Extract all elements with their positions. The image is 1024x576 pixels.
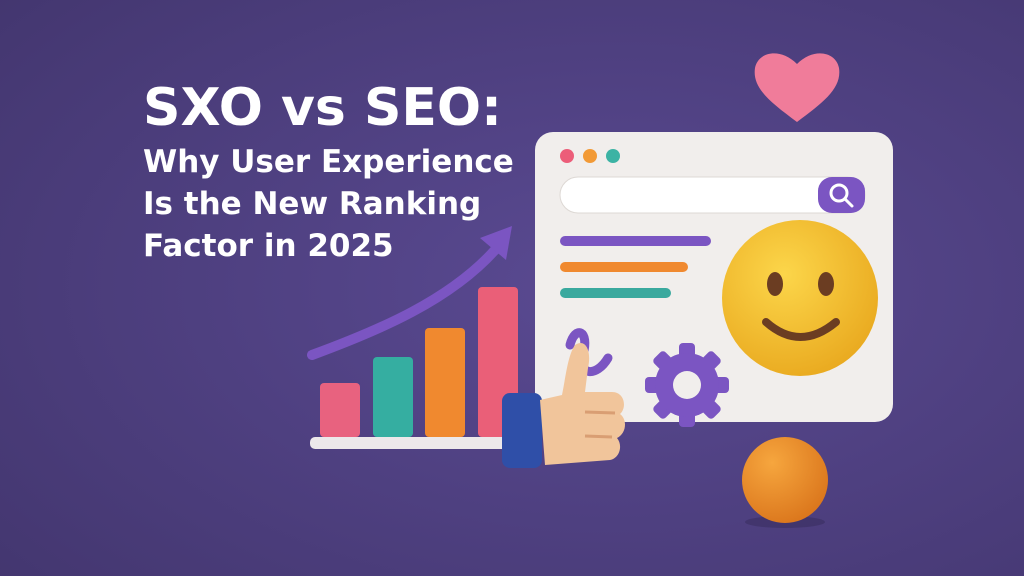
subtitle-line: Factor in 2025 bbox=[143, 228, 394, 264]
chart-bar bbox=[320, 383, 360, 437]
subtitle-line: Why User Experience bbox=[143, 144, 514, 180]
chart-base bbox=[310, 437, 510, 449]
title: SXO vs SEO: bbox=[143, 78, 502, 138]
smiley-eye bbox=[767, 272, 783, 296]
chart-bar bbox=[425, 328, 465, 437]
chart-bar bbox=[373, 357, 413, 437]
heart bbox=[754, 53, 840, 123]
subtitle-line: Is the New Ranking bbox=[143, 186, 481, 222]
search-icon bbox=[829, 183, 849, 203]
search-icon bbox=[843, 197, 854, 208]
window-dot bbox=[560, 149, 574, 163]
search-button bbox=[818, 177, 865, 213]
trend-arrowhead bbox=[480, 226, 512, 260]
thumbs-up bbox=[502, 342, 626, 468]
smiley-mouth bbox=[762, 318, 840, 341]
gear bbox=[645, 343, 729, 427]
orange-ball bbox=[742, 437, 828, 523]
trend-arrow bbox=[307, 245, 500, 360]
window-dot bbox=[606, 149, 620, 163]
smiley-eye bbox=[818, 272, 834, 296]
window-dot bbox=[583, 149, 597, 163]
smiley-face bbox=[722, 220, 878, 376]
